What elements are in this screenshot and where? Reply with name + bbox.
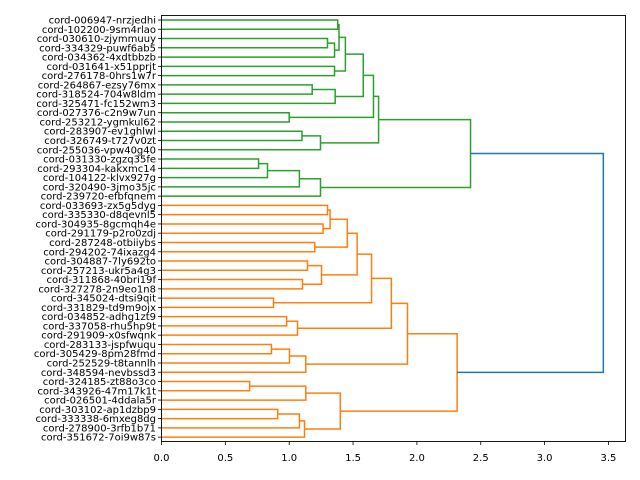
leaf-label: cord-326749-t727v0zt [44, 136, 156, 147]
leaf-label: cord-026501-4ddala5r [44, 396, 157, 407]
leaf-label: cord-291909-x0sfwqnk [41, 331, 156, 342]
leaf-label: cord-104122-klvx927g [43, 173, 156, 184]
dendrogram-link [161, 162, 269, 179]
x-axis: 0.0 0.5 1.0 1.5 2.0 2.5 3.0 3.5 [154, 441, 616, 464]
leaf-label: cord-304935-8gcmqh4e [36, 219, 156, 230]
dendrogram-link [161, 260, 309, 272]
dendrogram-link [161, 380, 251, 392]
dendrogram-link [304, 392, 342, 430]
dendrogram-link [161, 37, 329, 49]
leaf-label: cord-264867-ezsy76mx [38, 80, 156, 91]
dendrogram-link [302, 264, 323, 285]
leaf-label: cord-283133-jspfwuqu [44, 340, 156, 351]
dendrogram-link [161, 88, 336, 105]
leaf-label: cord-006947-nrzjedhi [49, 16, 156, 27]
dendrogram-link [323, 209, 331, 230]
dendrogram-link [161, 297, 275, 309]
leaf-label: cord-034362-4xdtbbzb [42, 53, 156, 64]
dendrogram-link [320, 118, 472, 189]
leaf-label: cord-335330-d8qevnl5 [42, 210, 156, 221]
leaf-label: cord-327278-2n9eo1n8 [38, 284, 156, 295]
dendrogram-link [161, 408, 279, 420]
dendrogram-link [161, 278, 304, 290]
dendrogram-link [161, 111, 290, 123]
leaf-label: cord-303102-ap1dzbp9 [39, 405, 156, 416]
dendrogram-link [161, 42, 336, 58]
dendrogram-link [161, 169, 301, 188]
leaf-label: cord-031641-x51pprjt [47, 62, 157, 73]
dendrogram-link [457, 152, 605, 374]
leaf-label: cord-334329-puwf6ab5 [39, 43, 156, 54]
dendrogram-link [161, 320, 299, 336]
leaf-label: cord-291179-p2ro0zdj [45, 229, 156, 240]
dendrogram-link [161, 84, 313, 95]
dendrogram-link [161, 241, 316, 253]
leaf-label: cord-253212-ygmkul62 [40, 117, 156, 128]
x-tick-label: 3.0 [537, 453, 553, 464]
leaf-label: cord-283907-ev1ghlwl [44, 127, 156, 138]
leaf-label: cord-239720-efbfqnem [41, 192, 156, 203]
x-tick-label: 2.0 [409, 453, 425, 464]
leaf-label: cord-034852-adhg1zt9 [42, 312, 156, 323]
leaf-label: cord-294202-74ixazg4 [43, 247, 156, 258]
leaf-label: cord-325471-fc152wm3 [36, 99, 156, 110]
dendrogram-link [161, 135, 322, 151]
leaf-label: cord-311868-40bri19f [47, 275, 157, 286]
leaf-label: cord-276178-0hrs1w7r [42, 71, 157, 82]
dendrogram-link [335, 53, 365, 98]
dendrogram-link [161, 19, 339, 31]
leaf-label: cord-348594-nevbssd3 [41, 368, 156, 379]
leaf-label: cord-030610-zjymmuuy [37, 34, 156, 45]
leaf-label: cord-027376-c2n9w7un [37, 108, 156, 119]
leaf-label: cord-031330-zgzq35fe [43, 155, 156, 166]
dendrogram-link [273, 253, 373, 304]
dendrogram-link [161, 130, 303, 142]
dendrogram-link [334, 36, 347, 72]
dendrogram-link [161, 65, 336, 77]
axes-frame [161, 15, 626, 442]
leaf-label: cord-343926-47m17k1t [37, 386, 156, 397]
leaf-label: cord-278900-3rfb1b71 [43, 423, 156, 434]
leaf-label: cord-345024-dtsi9qit [51, 294, 156, 305]
x-tick-label: 0.0 [154, 453, 170, 464]
dendrogram-link [161, 315, 288, 327]
dendrogram-link [161, 343, 273, 355]
x-tick-label: 2.5 [473, 453, 489, 464]
leaf-label: cord-324185-zt88o3co [43, 377, 156, 388]
leaf-label: cord-252529-t8tannlh [47, 358, 156, 369]
dendrogram-link [161, 158, 260, 170]
dendrogram-link [305, 302, 409, 365]
dendrogram-link [321, 232, 358, 276]
leaf-label: cord-318524-704w8ldm [36, 90, 156, 101]
dendrogram-link [340, 332, 458, 412]
leaf-label: cord-320490-3jmo35jc [43, 182, 156, 193]
dendrogram-link [161, 355, 307, 374]
dendrogram-link [161, 348, 291, 364]
leaf-label: cord-337058-rhu5hp9t [43, 321, 156, 332]
leaf-label: cord-351672-7oi9w87s [41, 433, 156, 444]
x-tick-label: 1.0 [281, 453, 297, 464]
dendrogram-link [161, 385, 307, 401]
dendrogram-links [161, 19, 605, 438]
leaf-label: cord-102200-9sm4rlao [42, 25, 156, 36]
x-tick-label: 1.5 [345, 453, 361, 464]
dendrogram-link [161, 420, 306, 438]
leaf-label: cord-293304-kakxmc14 [37, 164, 156, 175]
leaf-label: cord-333338-6mxeg8dg [35, 414, 156, 425]
dendrogram-link [161, 223, 324, 234]
leaf-labels: cord-006947-nrzjedhicord-102200-9sm4rlao… [34, 16, 162, 444]
leaf-label: cord-304887-7ly692to [45, 257, 156, 268]
x-tick-label: 3.5 [600, 453, 616, 464]
leaf-label: cord-255036-vpw40g40 [37, 145, 156, 156]
dendrogram-link [314, 218, 349, 248]
dendrogram-link [161, 204, 329, 216]
x-tick-label: 0.5 [217, 453, 233, 464]
leaf-label: cord-033693-zx5g5dyg [40, 201, 156, 212]
leaf-label: cord-305429-8pm28fmd [34, 349, 156, 360]
leaf-label: cord-287248-otbiiybs [49, 238, 156, 249]
dendrogram-link [161, 413, 301, 429]
leaf-label: cord-331829-td9m9ojx [41, 303, 156, 314]
leaf-label: cord-257213-ukr5a4g3 [41, 266, 156, 277]
